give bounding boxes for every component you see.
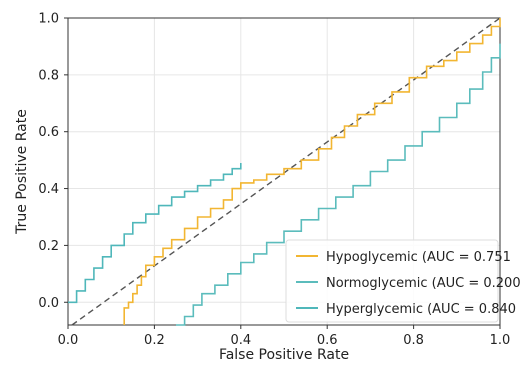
series-layer (68, 18, 501, 326)
y-tick-label: 0.2 (38, 239, 59, 254)
series-line-2 (68, 163, 242, 304)
y-tick-label: 0.6 (38, 125, 59, 140)
x-tick-label: 0.0 (58, 333, 79, 348)
x-tick-label: 0.4 (230, 333, 251, 348)
legend-box (285, 239, 499, 323)
diagonal-reference-line (71, 17, 501, 326)
series-line-1 (176, 43, 501, 326)
y-tick-label: 0.0 (38, 296, 59, 311)
x-tick-label: 0.6 (317, 333, 338, 348)
x-tick-label: 1.0 (490, 333, 511, 348)
legend: Hypoglycemic (AUC = 0.751 Normoglycemic … (285, 239, 520, 323)
y-tick-label: 0.8 (38, 68, 59, 83)
x-tick-label: 0.8 (403, 333, 424, 348)
x-axis-label: False Positive Rate (219, 347, 349, 363)
legend-label-hyperglycemic: Hyperglycemic (AUC = 0.840 (326, 302, 516, 317)
y-axis-label: True Positive Rate (14, 109, 30, 235)
series-line-0 (123, 18, 501, 325)
x-tick-label: 0.2 (144, 333, 165, 348)
legend-label-normoglycemic: Normoglycemic (AUC = 0.200 (326, 276, 520, 291)
y-tick-label: 0.4 (38, 182, 59, 197)
y-axis-ticks: 0.0 0.2 0.4 0.6 0.8 1.0 (38, 12, 68, 311)
x-axis-ticks: 0.0 0.2 0.4 0.6 0.8 1.0 (58, 325, 511, 348)
legend-label-hypoglycemic: Hypoglycemic (AUC = 0.751 (326, 250, 511, 265)
y-tick-label: 1.0 (38, 12, 59, 27)
plot-frame (67, 17, 501, 326)
